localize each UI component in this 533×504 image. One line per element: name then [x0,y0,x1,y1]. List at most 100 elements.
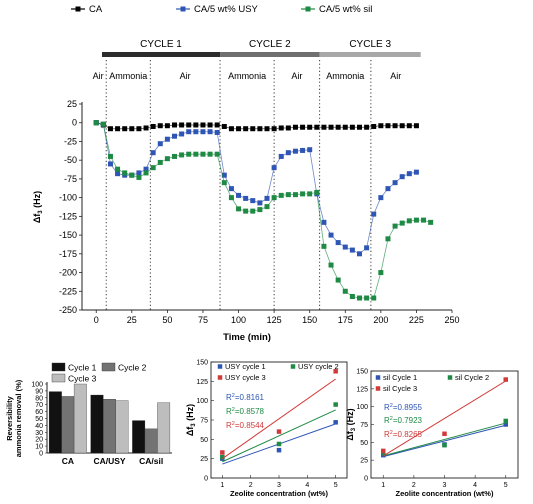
data-point-2-26 [278,192,284,198]
data-point-1-2 [503,418,508,424]
data-point-1-20 [236,192,242,198]
data-point-1-8 [150,150,156,156]
data-point-2-23 [257,207,263,213]
x-tick-label-4: 100 [231,315,246,325]
x-tick-label-5: 125 [267,315,282,325]
y-axis-title: Δf3 (Hz) [345,408,357,440]
data-point-0-20 [236,126,242,132]
data-point-1-21 [243,195,249,201]
data-point-0-2 [503,422,508,427]
data-point-1-42 [392,180,398,186]
series-line-1 [96,122,417,255]
data-point-0-8 [150,123,156,129]
data-point-2-44 [406,218,412,224]
data-point-1-11 [172,133,177,139]
data-point-0-34 [335,124,341,130]
data-point-0-37 [357,124,362,130]
x-tick-label-1: 2 [249,482,253,489]
data-point-2-15 [200,151,206,157]
data-point-2-1 [276,429,282,434]
data-point-1-39 [371,211,377,217]
r2-annotation-0: R2=0.8955 [384,403,423,412]
data-point-0-24 [264,126,270,132]
r2-annotation-2: R2=0.8265 [384,430,423,439]
data-point-2-0 [93,120,99,126]
data-point-2-1 [442,431,447,437]
bar-y-tick-label-10: 100 [31,382,43,389]
data-point-2-1 [100,121,106,127]
fit-line-1 [222,409,336,463]
cycle-label-2: CYCLE 2 [249,39,291,50]
data-point-2-2 [503,377,508,382]
bar-0-1 [61,396,75,454]
phase-label-0: Air [93,71,104,81]
data-point-1-19 [228,186,234,192]
cycle-label-3: CYCLE 3 [349,39,391,50]
data-point-2-2 [107,153,113,159]
bar-0-2 [73,383,87,454]
data-point-0-5 [129,126,135,132]
y-axis-title: Δf3 (Hz) [185,404,197,436]
data-point-0-22 [250,126,256,132]
data-point-0-16 [207,122,213,128]
data-point-2-20 [236,206,242,212]
y-tick-label-7: -150 [59,230,77,240]
legend-label-2: USY cycle 3 [225,373,266,382]
data-point-2-40 [378,270,384,276]
data-point-2-14 [193,151,199,157]
fit-line-0 [383,424,506,458]
x-tick-label-3: 75 [198,315,208,325]
legend-marker-2 [375,386,381,391]
y-tick-label-1: 0 [72,118,77,128]
x-tick-label-0: 1 [381,482,385,489]
legend-marker-2 [305,6,311,12]
legend-marker-1 [180,6,186,12]
legend-label-2: CA/5 wt% sil [319,4,372,15]
bar-y-tick-label-8: 80 [35,395,43,402]
data-point-0-31 [314,124,320,130]
x-tick-label-4: 5 [334,482,338,489]
y-tick-label-3: 75 [200,418,208,425]
data-point-2-36 [349,294,355,300]
x-axis-title: Zeolite concentration (wt%) [230,489,328,498]
time-series-chart: CA CA/5 wt% USY CA/5 wt% sil CYCLE 1 CYCLE 2… [32,4,460,343]
data-point-1-14 [193,129,199,135]
bar-2-0 [132,420,146,454]
x-axis-title: Time (min) [223,332,271,343]
bar-legend-label-0: Cycle 1 [68,363,97,373]
data-point-2-2 [333,369,338,374]
data-point-0-38 [364,124,370,130]
data-point-2-11 [172,153,177,159]
phase-label-1: Ammonia [109,71,147,81]
y-tick-label-5: 125 [196,379,208,386]
data-point-1-41 [385,186,391,192]
data-point-0-29 [300,124,306,130]
data-point-0-18 [221,123,227,129]
bar-2-2 [157,402,171,454]
bar-y-tick-label-6: 60 [35,409,43,416]
fit-line-2 [222,378,336,460]
x-tick-label-3: 4 [305,482,309,489]
legend-label-0: sil Cycle 1 [383,373,417,382]
data-point-2-13 [186,151,192,157]
y-tick-label-2: 50 [200,437,208,444]
r2-annotation-1: R2=0.8578 [226,407,265,416]
bar-y-tick-label-5: 50 [35,416,43,423]
y-tick-label-0: 0 [364,476,368,483]
data-point-0-13 [186,122,192,128]
bar-y-tick-label-4: 40 [35,423,43,430]
r2-annotation-1: R2=0.7923 [384,416,423,425]
data-point-0-42 [392,123,398,129]
data-point-2-0 [381,448,386,454]
r2-annotation-0: R2=0.8161 [226,393,265,402]
data-point-0-2 [333,420,338,425]
y-tick-label-5: 125 [356,386,368,393]
bar-legend-label-2: Cycle 3 [68,374,97,384]
x-tick-label-2: 3 [277,482,281,489]
data-point-1-1 [442,442,447,448]
cycle-bar-1 [102,52,221,57]
data-point-1-36 [349,247,355,253]
data-point-1-25 [271,165,277,171]
data-point-2-29 [300,191,306,197]
data-point-1-9 [157,141,163,147]
